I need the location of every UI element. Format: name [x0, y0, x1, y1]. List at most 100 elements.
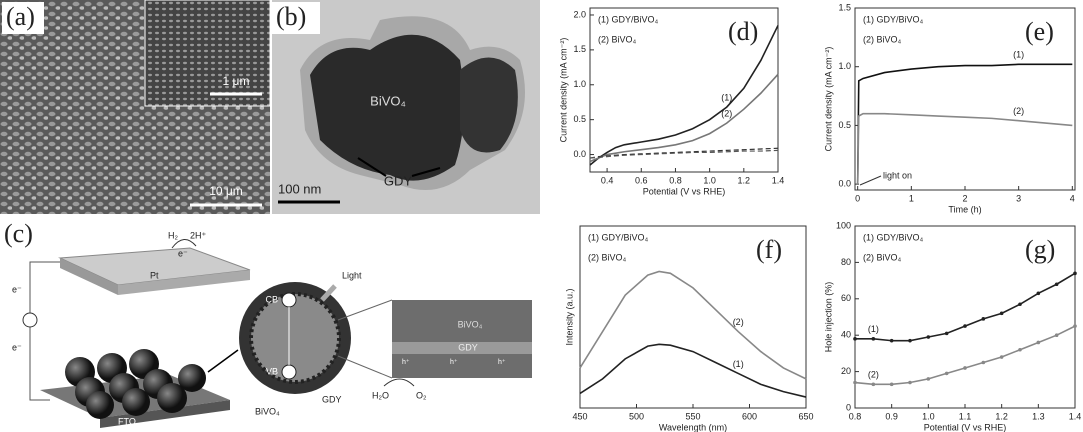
y-tick-label: 20 — [841, 366, 851, 376]
o2-label: O₂ — [416, 390, 427, 400]
pt-plate-side — [60, 258, 118, 295]
marker — [1054, 282, 1059, 287]
scale-label: 100 nm — [278, 181, 321, 196]
bivo4-particle — [310, 34, 464, 181]
marker — [889, 338, 894, 343]
marker — [1073, 271, 1077, 276]
legend-entry: (2) BiVO₄ — [863, 252, 902, 262]
hole-label: h⁺ — [402, 359, 410, 366]
reaction-arrow — [171, 239, 197, 249]
marker — [871, 337, 876, 341]
x-tick-label: 0.4 — [601, 175, 614, 185]
x-tick-label: 4 — [1070, 193, 1075, 203]
panel-c: (c) Pt H₂ 2H⁺ e⁻ e⁻ e⁻ FTO CB VB Light B… — [4, 219, 532, 428]
x-tick-label: 1.0 — [703, 175, 716, 185]
h2-label: H₂ — [168, 230, 178, 240]
bivo4-particle — [460, 57, 518, 153]
x-tick-label: 0.8 — [669, 175, 682, 185]
marker — [908, 380, 912, 385]
x-tick-label: 1.2 — [738, 175, 751, 185]
y-tick-label: 0.5 — [573, 114, 586, 124]
vb-label: VB — [266, 366, 278, 376]
pt-plate-side — [118, 270, 250, 295]
panel-label: (b) — [276, 2, 306, 31]
marker — [1018, 302, 1022, 307]
marker — [1036, 291, 1041, 296]
marker — [963, 366, 967, 370]
x-tick-label: 1.2 — [995, 411, 1008, 421]
x-tick-label: 1.4 — [772, 175, 785, 185]
y-tick-label: 1.0 — [573, 79, 586, 89]
zoom-arrow — [207, 349, 239, 373]
series-line — [856, 112, 1073, 185]
x-axis-label: Potential (V vs RHE) — [643, 186, 726, 196]
x-tick-label: 1 — [909, 193, 914, 203]
x-tick-label: 1.3 — [1032, 411, 1045, 421]
marker — [853, 337, 857, 341]
band — [281, 364, 297, 380]
series-line — [589, 25, 779, 166]
series-label: (1) — [868, 324, 879, 334]
light-beam — [320, 284, 337, 302]
fto-label: FTO — [118, 416, 136, 426]
series-label: (1) — [733, 359, 744, 369]
series-line — [854, 325, 1076, 386]
series-label: (2) — [733, 317, 744, 327]
panel-b: (b) BiVO₄ GDY 100 nm — [272, 0, 540, 214]
panel-a: (a) 1 μm 10 μm — [0, 0, 271, 214]
y-axis-label: Hole injection (%) — [823, 282, 833, 353]
sem-inset — [144, 0, 271, 107]
marker — [981, 360, 986, 365]
band — [281, 292, 297, 308]
label-box — [272, 2, 320, 34]
x-tick-label: 1.1 — [959, 411, 972, 421]
x-tick-label: 600 — [742, 411, 757, 421]
h2o-label: H₂O — [372, 390, 389, 400]
marker — [944, 371, 949, 376]
marker — [999, 311, 1004, 316]
legend-entry: (1) GDY/BiVO₄ — [598, 14, 659, 24]
series-line — [579, 270, 807, 380]
marker — [1073, 324, 1077, 328]
marker — [999, 355, 1004, 359]
y-tick-label: 0.5 — [838, 120, 851, 130]
series-line — [579, 343, 807, 398]
x-axis-label: Time (h) — [948, 204, 981, 214]
marker — [981, 317, 986, 321]
series-label: (1) — [1013, 50, 1024, 60]
inset-gdy: GDY — [458, 342, 478, 352]
marker — [871, 382, 876, 387]
inset-bivo4: BiVO₄ — [458, 319, 483, 329]
legend-entry: (1) GDY/BiVO₄ — [863, 232, 924, 242]
x-tick-label: 450 — [572, 411, 587, 421]
series-line — [856, 63, 1073, 185]
legend-entry: (2) BiVO₄ — [863, 34, 902, 44]
scale-label: 10 μm — [209, 184, 243, 198]
hole-label: h⁺ — [450, 359, 458, 366]
panel-label: (a) — [6, 2, 35, 31]
bivo4-core — [249, 292, 341, 384]
hole-label: h⁺ — [498, 359, 506, 366]
panel-label: (d) — [728, 17, 758, 46]
annotation-arrow — [859, 175, 882, 186]
x-axis-label: Wavelength (nm) — [659, 422, 727, 432]
panel-label: (g) — [1025, 235, 1055, 264]
marker — [1036, 340, 1041, 345]
legend-entry: (2) BiVO₄ — [598, 34, 637, 44]
arrow — [411, 167, 441, 177]
y-axis-label: Current density (mA cm⁻²) — [823, 47, 833, 152]
pt-label: Pt — [150, 270, 159, 280]
scale-label: 1 μm — [223, 74, 250, 88]
marker — [853, 380, 857, 385]
material-label: BiVO₄ — [370, 93, 406, 108]
series-line — [589, 73, 779, 163]
x-tick-label: 650 — [798, 411, 813, 421]
arrow — [357, 157, 387, 177]
y-tick-label: 80 — [841, 257, 851, 267]
y-tick-label: 0.0 — [838, 179, 851, 189]
y-tick-label: 1.5 — [838, 2, 851, 12]
marker — [926, 377, 931, 381]
cb-label: CB — [265, 294, 278, 304]
meter — [22, 312, 38, 328]
